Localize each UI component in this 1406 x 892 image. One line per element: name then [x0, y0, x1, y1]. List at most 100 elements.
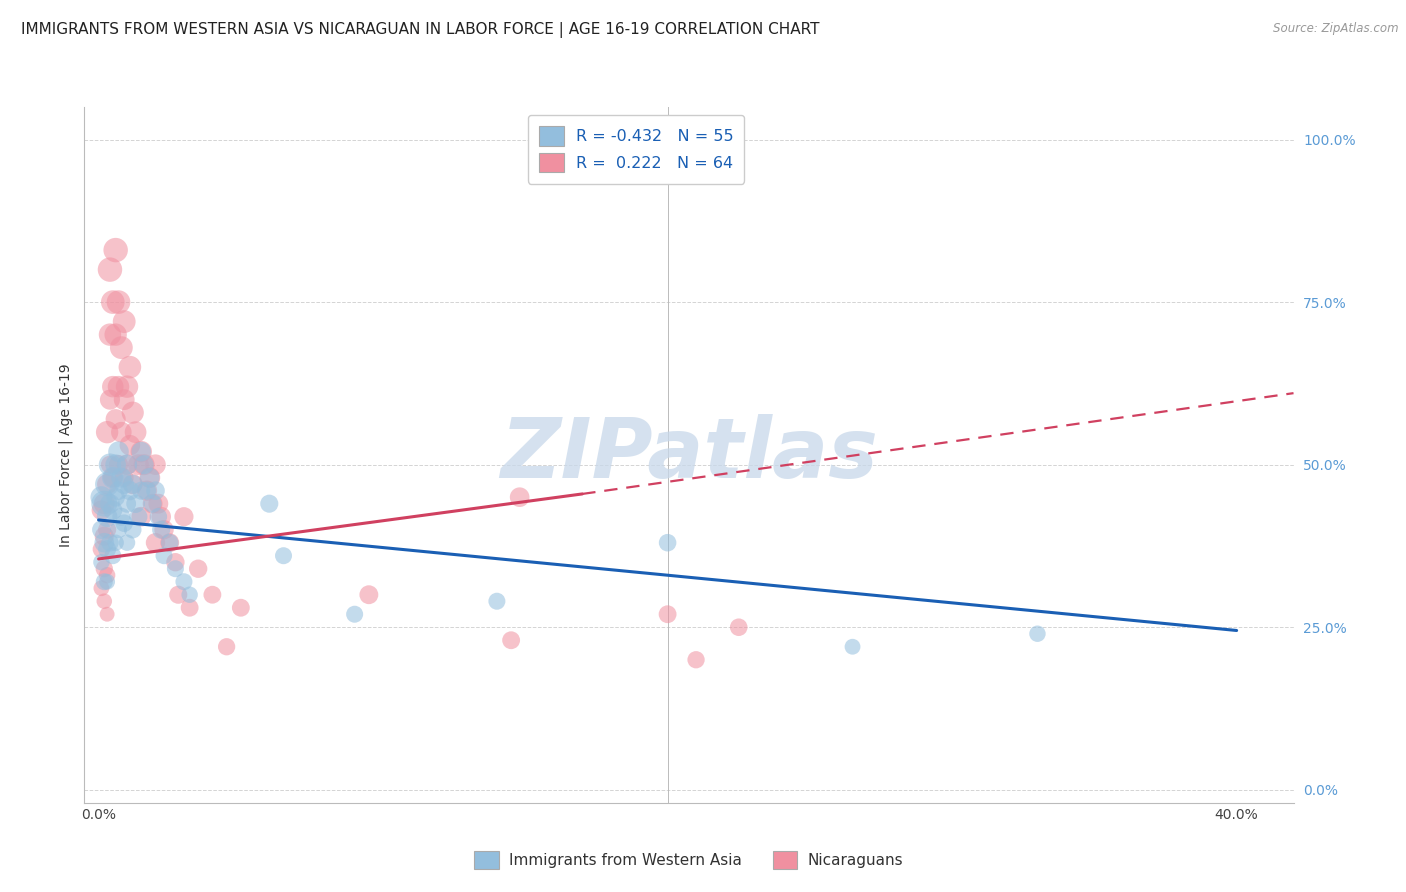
Point	[107, 483, 129, 498]
Point	[509, 490, 531, 504]
Point	[142, 497, 165, 511]
Point	[93, 497, 115, 511]
Point	[841, 640, 863, 654]
Point	[101, 503, 124, 517]
Point	[657, 535, 679, 549]
Point	[104, 412, 127, 426]
Point	[127, 509, 149, 524]
Point	[121, 477, 143, 491]
Point	[145, 458, 167, 472]
Point	[101, 379, 124, 393]
Point	[215, 640, 238, 654]
Point	[110, 341, 132, 355]
Point	[124, 497, 146, 511]
Point	[107, 379, 129, 393]
Point	[685, 653, 707, 667]
Point	[148, 509, 170, 524]
Point	[173, 509, 195, 524]
Point	[136, 483, 159, 498]
Point	[132, 458, 155, 472]
Point	[150, 509, 173, 524]
Point	[104, 535, 127, 549]
Point	[104, 327, 127, 342]
Point	[173, 574, 195, 589]
Point	[179, 600, 201, 615]
Point	[93, 497, 115, 511]
Point	[90, 542, 112, 557]
Point	[96, 477, 118, 491]
Point	[112, 471, 135, 485]
Point	[165, 555, 187, 569]
Point	[96, 523, 118, 537]
Point	[93, 562, 115, 576]
Point	[90, 523, 112, 537]
Point	[129, 483, 152, 498]
Point	[145, 535, 167, 549]
Point	[121, 406, 143, 420]
Point	[96, 542, 118, 557]
Text: Source: ZipAtlas.com: Source: ZipAtlas.com	[1274, 22, 1399, 36]
Point	[107, 295, 129, 310]
Point	[139, 471, 162, 485]
Point	[129, 444, 152, 458]
Point	[115, 458, 138, 472]
Point	[273, 549, 295, 563]
Point	[110, 425, 132, 439]
Point	[112, 392, 135, 407]
Point	[229, 600, 252, 615]
Y-axis label: In Labor Force | Age 16-19: In Labor Force | Age 16-19	[59, 363, 73, 547]
Point	[148, 497, 170, 511]
Point	[159, 535, 181, 549]
Point	[115, 379, 138, 393]
Point	[129, 509, 152, 524]
Point	[96, 568, 118, 582]
Point	[98, 392, 121, 407]
Point	[90, 581, 112, 595]
Point	[107, 458, 129, 472]
Point	[124, 425, 146, 439]
Point	[165, 562, 187, 576]
Point	[104, 243, 127, 257]
Point	[136, 483, 159, 498]
Point	[259, 497, 281, 511]
Point	[118, 360, 141, 375]
Text: ZIPatlas: ZIPatlas	[501, 415, 877, 495]
Point	[118, 483, 141, 498]
Point	[101, 471, 124, 485]
Point	[343, 607, 366, 622]
Point	[98, 535, 121, 549]
Point	[90, 490, 112, 504]
Point	[98, 458, 121, 472]
Point	[93, 529, 115, 543]
Point	[139, 471, 162, 485]
Point	[101, 295, 124, 310]
Point	[107, 523, 129, 537]
Point	[121, 523, 143, 537]
Point	[98, 327, 121, 342]
Point	[118, 438, 141, 452]
Point	[104, 458, 127, 472]
Point	[142, 497, 165, 511]
Point	[112, 477, 135, 491]
Point	[115, 458, 138, 472]
Point	[153, 523, 176, 537]
Point	[150, 523, 173, 537]
Point	[357, 588, 380, 602]
Point	[98, 497, 121, 511]
Point	[187, 562, 209, 576]
Point	[115, 497, 138, 511]
Point	[96, 574, 118, 589]
Point	[727, 620, 749, 634]
Point	[129, 444, 152, 458]
Point	[112, 315, 135, 329]
Point	[98, 262, 121, 277]
Point	[145, 483, 167, 498]
Point	[167, 588, 190, 602]
Legend: Immigrants from Western Asia, Nicaraguans: Immigrants from Western Asia, Nicaraguan…	[468, 846, 910, 875]
Point	[115, 535, 138, 549]
Point	[110, 509, 132, 524]
Point	[96, 509, 118, 524]
Point	[127, 458, 149, 472]
Point	[132, 458, 155, 472]
Point	[153, 549, 176, 563]
